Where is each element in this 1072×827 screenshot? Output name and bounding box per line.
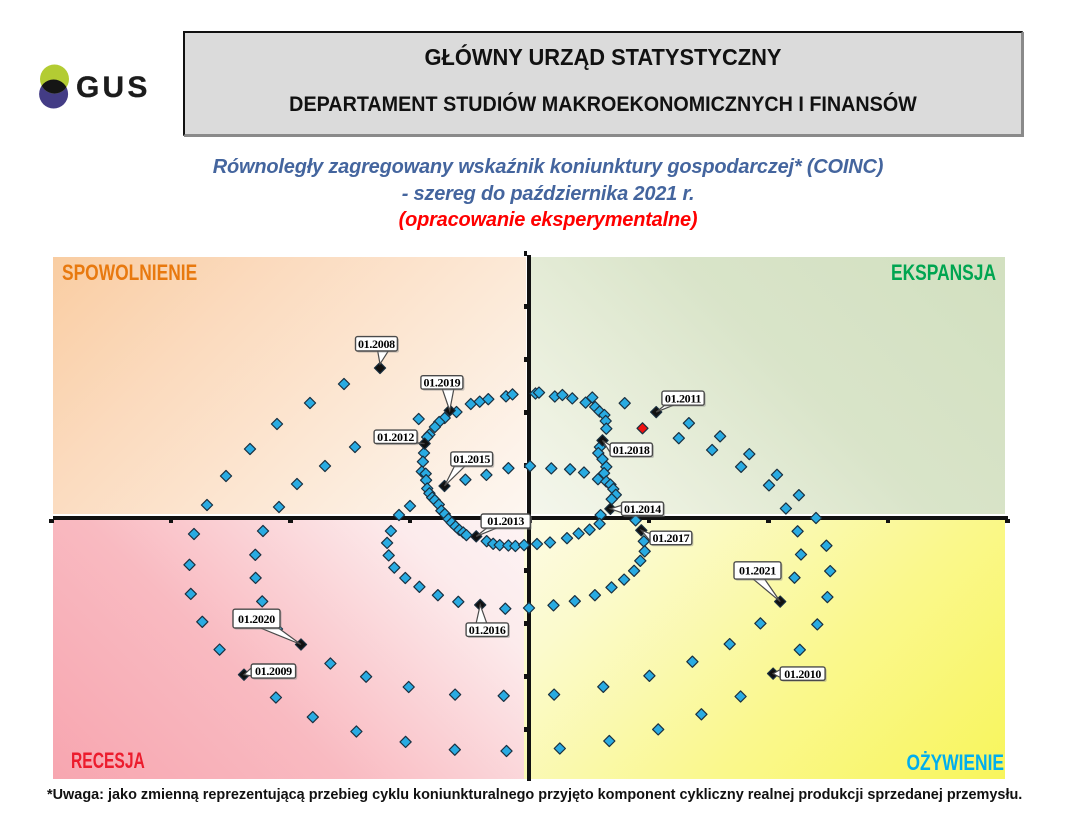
svg-text:01.2014: 01.2014: [624, 502, 661, 516]
svg-text:01.2015: 01.2015: [453, 452, 490, 466]
svg-text:01.2013: 01.2013: [487, 514, 524, 528]
svg-text:01.2009: 01.2009: [255, 664, 292, 678]
svg-text:01.2010: 01.2010: [784, 667, 821, 681]
svg-text:01.2008: 01.2008: [358, 337, 395, 351]
svg-text:01.2020: 01.2020: [238, 612, 275, 626]
svg-text:01.2017: 01.2017: [652, 531, 689, 545]
svg-text:01.2012: 01.2012: [377, 430, 414, 444]
svg-text:01.2019: 01.2019: [423, 376, 460, 390]
svg-text:01.2016: 01.2016: [469, 623, 506, 637]
svg-text:01.2011: 01.2011: [665, 391, 702, 405]
svg-text:01.2021: 01.2021: [739, 564, 776, 578]
svg-text:01.2018: 01.2018: [613, 443, 650, 457]
